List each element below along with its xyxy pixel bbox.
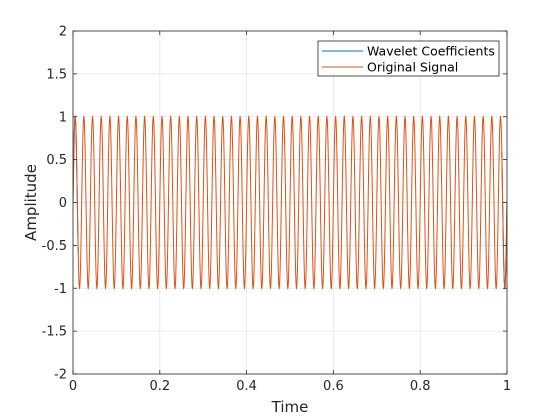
x-tick-label: 0.6 [323,379,344,394]
y-tick-label: 1 [59,110,67,125]
x-tick-label: 1 [503,379,511,394]
x-tick-label: 0.2 [149,379,170,394]
y-tick-label: 1.5 [46,67,67,82]
y-tick-label: 0.5 [46,153,67,168]
y-tick-label: -0.5 [42,239,67,254]
legend-label-wavelet-coefficients: Wavelet Coefficients [367,44,495,59]
x-tick-label: 0.8 [410,379,431,394]
legend-box [317,40,500,77]
y-tick-label: 2 [59,25,67,40]
series-line-original-signal [73,114,507,291]
series-layer [73,114,507,291]
legend-label-original-signal: Original Signal [367,60,458,75]
y-tick-label: -1 [54,282,67,297]
y-tick-label: 0 [59,196,67,211]
y-tick-label: -1.5 [42,325,67,340]
x-tick-label: 0 [69,379,77,394]
ticks: 0 0.2 0.4 0.6 0.8 1 -2 -1.5 -1 -0.5 0 0.5 1 1.5 2 [42,25,512,395]
y-tick-label: -2 [54,368,67,383]
x-tick-label: 0.4 [236,379,257,394]
legend: Wavelet Coefficients Original Signal [317,40,500,77]
x-axis-label: Time [271,398,309,416]
y-axis-label: Amplitude [22,164,40,241]
